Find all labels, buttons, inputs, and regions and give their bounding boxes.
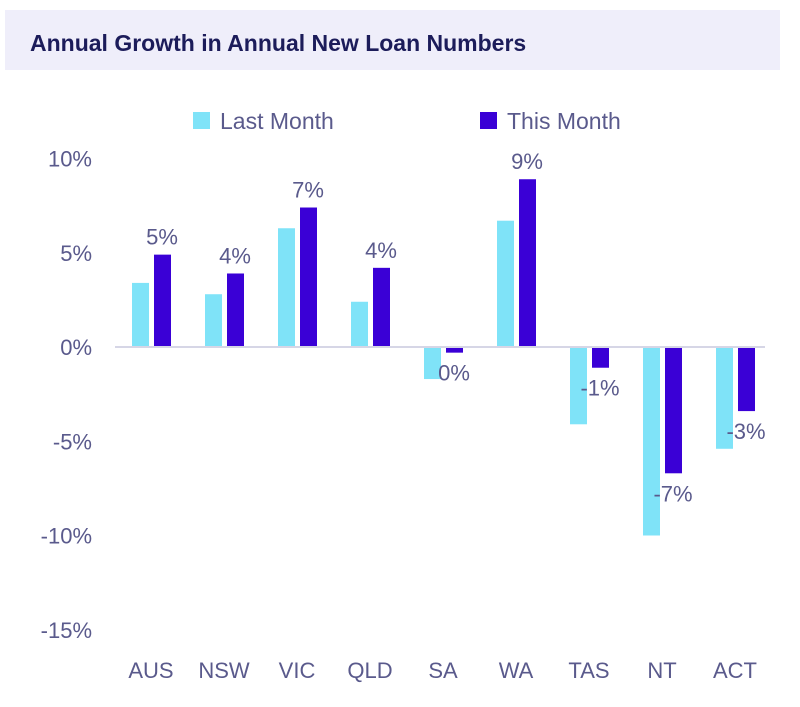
bar-this-month: [519, 179, 536, 347]
data-label: 4%: [219, 243, 251, 268]
bar-this-month: [738, 347, 755, 412]
data-label: -1%: [580, 376, 619, 401]
bar-last-month: [570, 347, 587, 425]
x-tick-label: VIC: [279, 658, 316, 683]
y-tick-label: 10%: [48, 147, 92, 172]
bar-last-month: [424, 347, 441, 380]
y-tick-label: -5%: [53, 429, 92, 454]
x-tick-label: NT: [647, 658, 676, 683]
y-tick-label: 5%: [60, 241, 92, 266]
data-label: 4%: [365, 238, 397, 263]
bar-this-month: [154, 254, 171, 347]
x-tick-label: WA: [499, 658, 534, 683]
data-label: 9%: [511, 149, 543, 174]
data-label: 5%: [146, 225, 178, 250]
x-tick-label: TAS: [568, 658, 609, 683]
title-bar: [5, 10, 780, 70]
y-tick-label: -15%: [41, 618, 92, 643]
bar-last-month: [497, 220, 514, 347]
y-tick-label: -10%: [41, 524, 92, 549]
data-label: -3%: [726, 419, 765, 444]
legend-swatch: [480, 112, 497, 129]
bar-this-month: [592, 347, 609, 368]
x-tick-label: QLD: [347, 658, 392, 683]
bar-this-month: [227, 273, 244, 347]
bar-this-month: [665, 347, 682, 474]
bar-last-month: [278, 228, 295, 347]
bar-last-month: [351, 301, 368, 347]
bar-this-month: [446, 347, 463, 353]
y-tick-label: 0%: [60, 335, 92, 360]
legend-label: Last Month: [220, 108, 334, 134]
x-tick-label: ACT: [713, 658, 757, 683]
bar-this-month: [300, 207, 317, 347]
data-label: 7%: [292, 178, 324, 203]
data-label: 0%: [438, 361, 470, 386]
bar-last-month: [205, 294, 222, 347]
legend-swatch: [193, 112, 210, 129]
bar-this-month: [373, 267, 390, 347]
x-tick-label: NSW: [198, 658, 250, 683]
legend-label: This Month: [507, 108, 621, 134]
bar-last-month: [716, 347, 733, 449]
x-tick-label: SA: [428, 658, 458, 683]
x-tick-label: AUS: [128, 658, 173, 683]
chart-title: Annual Growth in Annual New Loan Numbers: [30, 30, 527, 56]
bar-last-month: [132, 282, 149, 347]
data-label: -7%: [653, 481, 692, 506]
bar-last-month: [643, 347, 660, 536]
